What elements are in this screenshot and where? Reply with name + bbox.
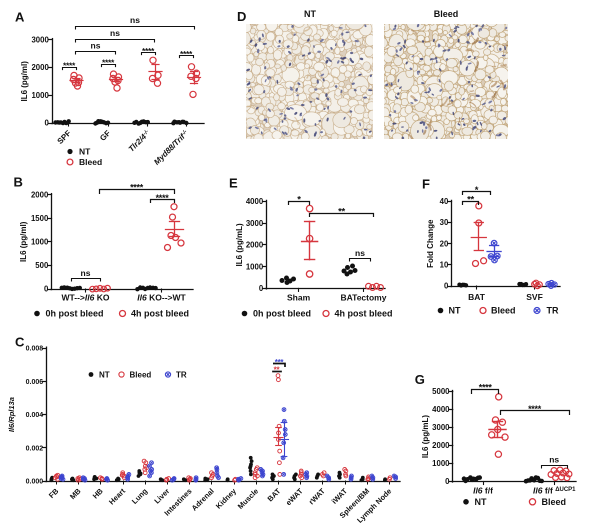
svg-text:500: 500 (35, 261, 49, 270)
svg-text:0h post bleed: 0h post bleed (46, 309, 104, 319)
svg-text:NT: NT (99, 370, 110, 379)
svg-text:IL6 (pg/ml): IL6 (pg/ml) (20, 61, 29, 102)
svg-text:Il6/Rpl13a: Il6/Rpl13a (7, 397, 16, 432)
svg-text:Fold Change: Fold Change (426, 219, 435, 268)
svg-text:ns: ns (110, 28, 120, 38)
svg-text:****: **** (156, 193, 170, 203)
svg-text:1000: 1000 (31, 91, 49, 100)
svg-text:****: **** (479, 382, 493, 392)
svg-text:0h post bleed: 0h post bleed (253, 309, 311, 319)
svg-text:0.008: 0.008 (26, 346, 44, 353)
svg-text:1000: 1000 (246, 262, 264, 271)
svg-text:4h post bleed: 4h post bleed (335, 309, 393, 319)
svg-text:**: ** (274, 365, 281, 374)
svg-text:0.000: 0.000 (26, 479, 44, 486)
svg-text:0.006: 0.006 (26, 379, 44, 386)
svg-text:*: * (475, 185, 479, 196)
svg-text:1000: 1000 (432, 459, 450, 468)
svg-text:ns: ns (549, 454, 559, 464)
svg-text:4000: 4000 (432, 405, 450, 414)
svg-text:NT: NT (79, 146, 91, 156)
svg-text:2000: 2000 (31, 63, 49, 72)
svg-text:10: 10 (440, 261, 449, 270)
svg-text:Sham: Sham (287, 293, 311, 303)
svg-text:0: 0 (445, 477, 450, 486)
svg-text:ns: ns (81, 268, 91, 278)
svg-text:3000: 3000 (246, 219, 264, 228)
svg-text:****: **** (102, 57, 115, 67)
svg-text:0: 0 (44, 285, 49, 294)
svg-text:NT: NT (449, 306, 461, 316)
svg-text:E: E (229, 175, 238, 190)
svg-text:40: 40 (440, 197, 449, 206)
svg-text:BAT: BAT (468, 292, 486, 302)
svg-text:SVF: SVF (526, 292, 543, 302)
svg-text:2000: 2000 (246, 241, 264, 250)
svg-text:1000: 1000 (31, 238, 49, 247)
svg-text:G: G (415, 372, 425, 387)
svg-text:0.002: 0.002 (26, 445, 44, 452)
svg-text:Bleed: Bleed (79, 157, 102, 167)
svg-text:WT-->Il6 KO: WT-->Il6 KO (62, 293, 110, 303)
svg-text:Bleed: Bleed (542, 497, 567, 507)
svg-text:****: **** (142, 46, 155, 56)
svg-text:TR: TR (176, 370, 187, 379)
svg-text:2000: 2000 (31, 190, 49, 199)
svg-text:TR: TR (547, 306, 559, 316)
svg-text:****: **** (528, 404, 542, 414)
svg-text:****: **** (63, 60, 76, 70)
svg-text:ns: ns (130, 15, 140, 25)
svg-text:0: 0 (444, 282, 449, 291)
svg-text:ns: ns (355, 248, 365, 258)
svg-text:0: 0 (259, 284, 264, 293)
svg-text:****: **** (130, 183, 144, 193)
svg-text:4h post bleed: 4h post bleed (131, 309, 189, 319)
svg-text:0: 0 (44, 119, 49, 128)
svg-text:4000: 4000 (246, 197, 264, 206)
svg-text:C: C (15, 334, 25, 349)
svg-text:Il6 f/f: Il6 f/f (473, 486, 493, 496)
svg-text:BATectomy: BATectomy (341, 293, 387, 303)
svg-text:30: 30 (440, 218, 449, 227)
svg-text:Il6 KO-->WT: Il6 KO-->WT (137, 293, 186, 303)
svg-text:Bleed: Bleed (491, 306, 516, 316)
svg-text:A: A (15, 9, 25, 24)
svg-text:3000: 3000 (432, 423, 450, 432)
svg-text:***: *** (275, 358, 285, 367)
svg-text:Bleed: Bleed (130, 370, 152, 379)
svg-text:0.004: 0.004 (26, 412, 44, 419)
svg-text:ns: ns (91, 40, 101, 50)
svg-text:**: ** (467, 195, 474, 206)
svg-text:NT: NT (475, 497, 487, 507)
svg-text:B: B (14, 175, 23, 190)
svg-text:3000: 3000 (31, 35, 49, 44)
svg-text:Bleed: Bleed (434, 9, 459, 19)
svg-text:IL6 (pg/mL): IL6 (pg/mL) (421, 415, 430, 458)
svg-text:Il6 f/f ΔUCP1: Il6 f/f ΔUCP1 (533, 486, 576, 496)
svg-text:*: * (297, 195, 301, 206)
svg-text:D: D (237, 9, 246, 24)
svg-text:1500: 1500 (31, 214, 49, 223)
svg-text:2000: 2000 (432, 441, 450, 450)
svg-text:**: ** (338, 207, 345, 218)
svg-text:IL6 (pg/mL): IL6 (pg/mL) (235, 223, 244, 266)
svg-text:20: 20 (440, 239, 449, 248)
svg-text:****: **** (180, 49, 193, 59)
svg-text:NT: NT (304, 9, 316, 19)
svg-text:5000: 5000 (432, 387, 450, 396)
svg-text:F: F (422, 176, 430, 191)
svg-text:IL6 (pg/ml): IL6 (pg/ml) (19, 221, 28, 262)
